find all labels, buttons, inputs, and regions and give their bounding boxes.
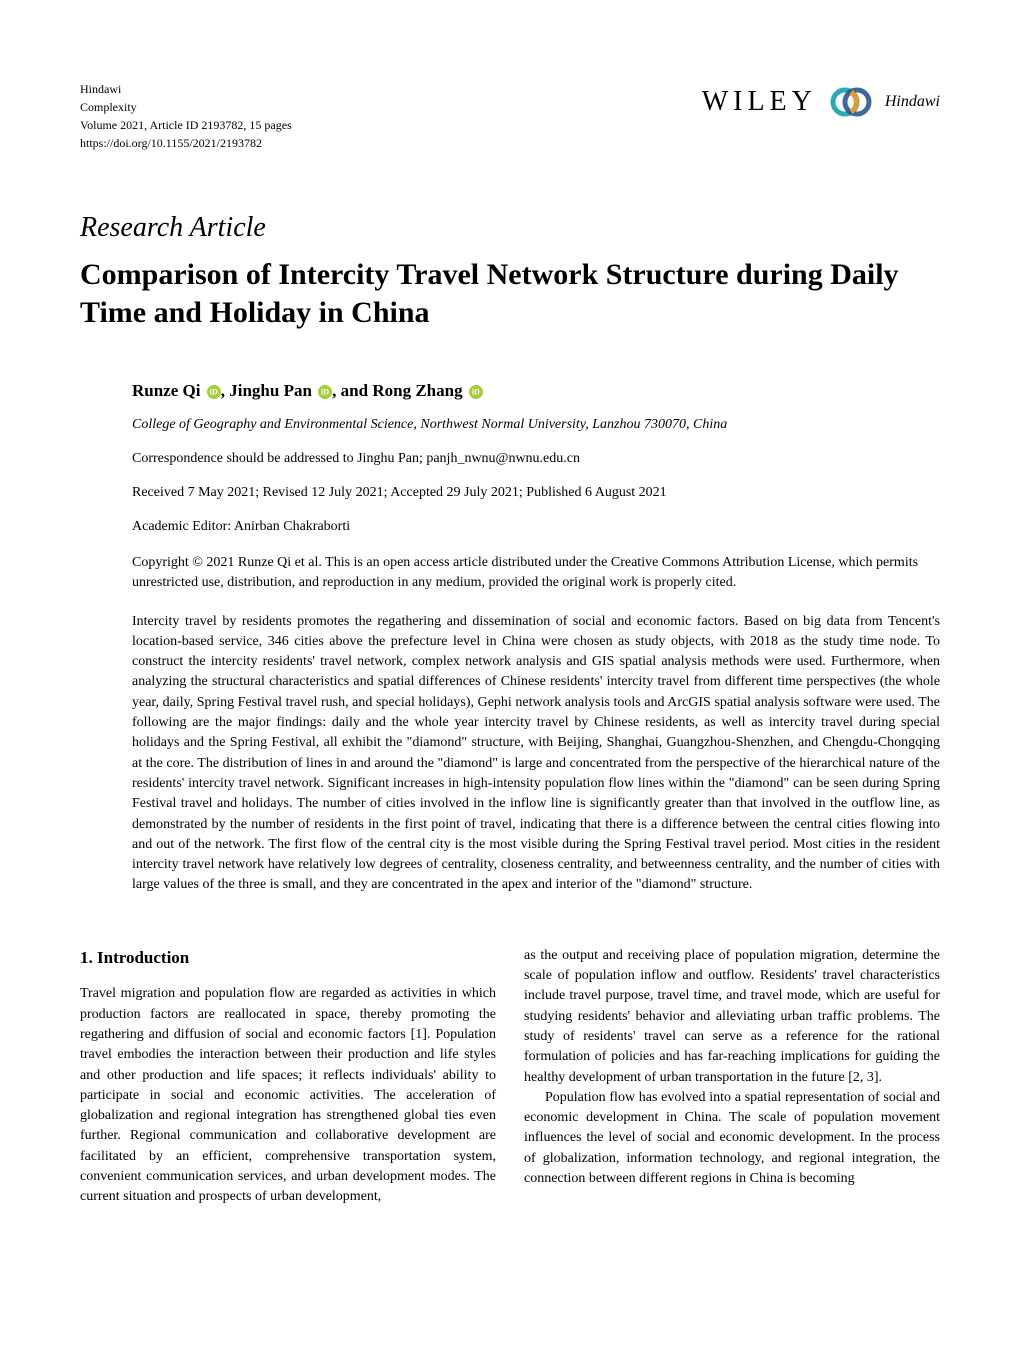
article-dates: Received 7 May 2021; Revised 12 July 202… [132, 485, 940, 501]
article-title: Comparison of Intercity Travel Network S… [80, 256, 940, 331]
section-heading-introduction: 1. Introduction [80, 946, 496, 971]
hindawi-rings-icon [829, 80, 873, 124]
hindawi-logo-text: Hindawi [885, 93, 940, 111]
separator: , and [332, 381, 372, 400]
body-paragraph: Population flow has evolved into a spati… [524, 1088, 940, 1189]
author-3: Rong Zhang [372, 381, 462, 400]
abstract-text: Intercity travel by residents promotes t… [132, 612, 940, 896]
separator: , [221, 381, 230, 400]
author-2: Jinghu Pan [229, 381, 312, 400]
copyright-notice: Copyright © 2021 Runze Qi et al. This is… [132, 553, 940, 594]
orcid-icon[interactable] [207, 385, 221, 399]
body-two-column: 1. Introduction Travel migration and pop… [80, 946, 940, 1208]
hindawi-logo: Hindawi [885, 93, 940, 111]
author-1: Runze Qi [132, 381, 200, 400]
left-column: 1. Introduction Travel migration and pop… [80, 946, 496, 1208]
academic-editor: Academic Editor: Anirban Chakraborti [132, 519, 940, 535]
correspondence: Correspondence should be addressed to Ji… [132, 451, 940, 467]
orcid-icon[interactable] [318, 385, 332, 399]
orcid-icon[interactable] [469, 385, 483, 399]
publisher-name: Hindawi [80, 80, 292, 98]
doi-link[interactable]: https://doi.org/10.1155/2021/2193782 [80, 134, 292, 152]
publisher-logos: WILEY Hindawi [702, 80, 940, 124]
body-paragraph: as the output and receiving place of pop… [524, 946, 940, 1088]
volume-info: Volume 2021, Article ID 2193782, 15 page… [80, 116, 292, 134]
body-paragraph: Travel migration and population flow are… [80, 984, 496, 1207]
page-header: Hindawi Complexity Volume 2021, Article … [80, 80, 940, 152]
article-type: Research Article [80, 212, 940, 244]
author-list: Runze Qi , Jinghu Pan , and Rong Zhang [132, 381, 940, 401]
affiliation: College of Geography and Environmental S… [132, 417, 940, 433]
journal-meta: Hindawi Complexity Volume 2021, Article … [80, 80, 292, 152]
wiley-logo-text: WILEY [702, 86, 817, 118]
journal-name: Complexity [80, 98, 292, 116]
right-column: as the output and receiving place of pop… [524, 946, 940, 1208]
